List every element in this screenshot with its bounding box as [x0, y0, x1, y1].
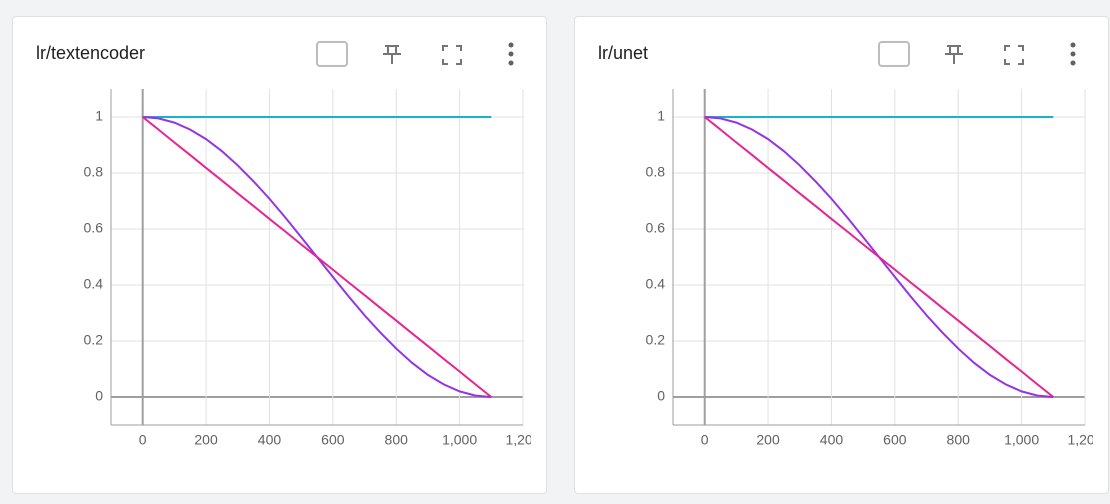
pin-button[interactable] — [383, 45, 401, 64]
chart-card: lr/textencoder 0 0.2 0.4 0.6 0.8 1 0 200 400 600 8… — [12, 16, 547, 494]
toolbar[interactable] — [878, 41, 1076, 67]
fit-button[interactable] — [316, 41, 348, 67]
y-tick-label: 0 — [657, 388, 665, 404]
y-tick-label: 0.8 — [84, 164, 104, 180]
y-tick-label: 1 — [95, 108, 103, 124]
chart-title: lr/unet — [598, 43, 648, 63]
y-tick-label: 0.4 — [646, 276, 666, 292]
y-tick-label: 1 — [657, 108, 665, 124]
y-tick-label: 0.4 — [84, 276, 104, 292]
fit-button[interactable] — [878, 41, 910, 67]
x-tick-label: 800 — [385, 432, 409, 448]
x-tick-label: 200 — [756, 432, 780, 448]
chart: lr/unet 0 0.2 0.4 0.6 0.8 1 0 200 400 600 800 1,000… — [598, 41, 1102, 448]
y-tick-label: 0.6 — [84, 220, 104, 236]
series-line — [704, 116, 1054, 398]
y-tick-label: 0.6 — [646, 220, 666, 236]
series-line — [142, 116, 492, 398]
menu-button[interactable] — [508, 42, 514, 66]
chart: lr/textencoder 0 0.2 0.4 0.6 0.8 1 0 200 400 600 8… — [36, 41, 540, 448]
y-tick-label: 0.2 — [84, 332, 104, 348]
y-tick-label: 0.8 — [646, 164, 666, 180]
chart-title: lr/textencoder — [36, 43, 145, 63]
x-tick-label: 200 — [194, 432, 218, 448]
x-tick-label: 1,200 — [1067, 432, 1102, 448]
y-tick-label: 0 — [95, 388, 103, 404]
fullscreen-button[interactable] — [1004, 45, 1024, 65]
x-tick-label: 400 — [820, 432, 844, 448]
x-tick-label: 1,200 — [505, 432, 540, 448]
menu-button[interactable] — [1070, 42, 1076, 66]
toolbar[interactable] — [316, 41, 514, 67]
x-tick-label: 600 — [883, 432, 907, 448]
pin-button[interactable] — [945, 45, 963, 64]
x-tick-label: 0 — [139, 432, 147, 448]
x-tick-label: 1,000 — [1004, 432, 1039, 448]
x-tick-label: 400 — [258, 432, 282, 448]
fullscreen-button[interactable] — [442, 45, 462, 65]
x-tick-label: 600 — [321, 432, 345, 448]
y-tick-label: 0.2 — [646, 332, 666, 348]
x-tick-label: 1,000 — [442, 432, 477, 448]
x-tick-label: 800 — [947, 432, 971, 448]
x-tick-label: 0 — [701, 432, 709, 448]
chart-card: lr/unet 0 0.2 0.4 0.6 0.8 1 0 200 400 600 800 1,000… — [574, 16, 1109, 494]
